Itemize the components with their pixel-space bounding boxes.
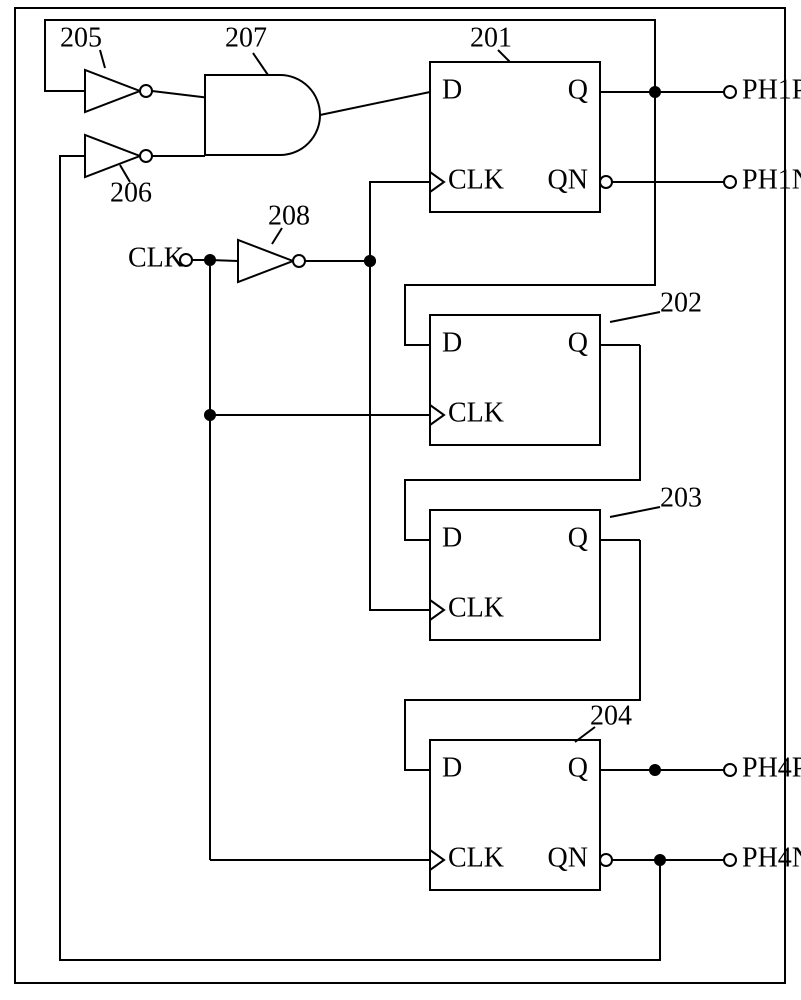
svg-text:QN: QN — [548, 164, 588, 195]
svg-text:207: 207 — [225, 22, 267, 53]
svg-text:PH4P: PH4P — [742, 752, 801, 783]
svg-text:Q: Q — [568, 327, 588, 358]
svg-text:CLK: CLK — [448, 164, 504, 195]
svg-text:205: 205 — [60, 22, 102, 53]
svg-text:D: D — [442, 752, 462, 783]
svg-text:CLK: CLK — [448, 592, 504, 623]
svg-text:CLK: CLK — [448, 397, 504, 428]
svg-text:CLK: CLK — [448, 842, 504, 873]
svg-text:PH1N: PH1N — [742, 164, 801, 195]
svg-text:D: D — [442, 74, 462, 105]
svg-text:202: 202 — [660, 287, 702, 318]
circuit-diagram: 205 206 207 208 D CLK Q QN D CLK Q D CLK Q D CLK Q QN 201 2… — [0, 0, 801, 1000]
svg-text:PH1P: PH1P — [742, 74, 801, 105]
svg-text:QN: QN — [548, 842, 588, 873]
svg-text:D: D — [442, 327, 462, 358]
svg-text:Q: Q — [568, 74, 588, 105]
svg-text:CLK: CLK — [128, 242, 184, 273]
svg-text:203: 203 — [660, 482, 702, 513]
svg-text:201: 201 — [470, 22, 512, 53]
svg-text:204: 204 — [590, 700, 632, 731]
svg-text:D: D — [442, 522, 462, 553]
svg-text:Q: Q — [568, 752, 588, 783]
svg-text:Q: Q — [568, 522, 588, 553]
svg-text:208: 208 — [268, 200, 310, 231]
svg-text:206: 206 — [110, 177, 152, 208]
svg-text:PH4N: PH4N — [742, 842, 801, 873]
